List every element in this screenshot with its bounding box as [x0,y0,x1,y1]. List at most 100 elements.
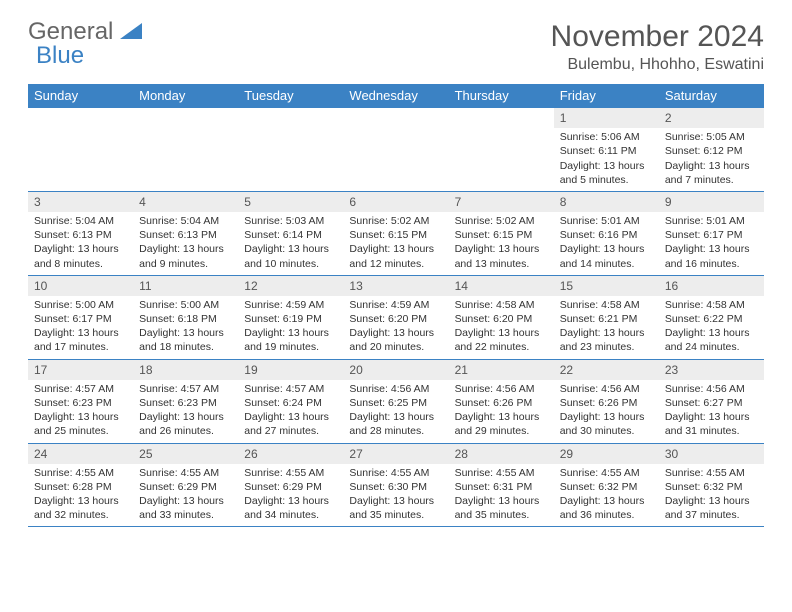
daylight-line: Daylight: 13 hours and 27 minutes. [244,410,337,438]
day-cell: 12Sunrise: 4:59 AMSunset: 6:19 PMDayligh… [238,276,343,359]
day-cell: 27Sunrise: 4:55 AMSunset: 6:30 PMDayligh… [343,444,448,527]
sunrise-line: Sunrise: 5:03 AM [244,214,337,228]
sunset-line: Sunset: 6:17 PM [665,228,758,242]
day-details: Sunrise: 4:58 AMSunset: 6:21 PMDaylight:… [554,296,659,359]
sunset-line: Sunset: 6:15 PM [455,228,548,242]
week-row: 1Sunrise: 5:06 AMSunset: 6:11 PMDaylight… [28,107,764,192]
day-cell: 1Sunrise: 5:06 AMSunset: 6:11 PMDaylight… [554,108,659,191]
sunrise-line: Sunrise: 4:57 AM [34,382,127,396]
day-details: Sunrise: 4:59 AMSunset: 6:19 PMDaylight:… [238,296,343,359]
day-details: Sunrise: 5:00 AMSunset: 6:18 PMDaylight:… [133,296,238,359]
date-number: 11 [133,276,238,296]
day-cell: 29Sunrise: 4:55 AMSunset: 6:32 PMDayligh… [554,444,659,527]
sunrise-line: Sunrise: 5:02 AM [455,214,548,228]
date-number: 21 [449,360,554,380]
date-number: 28 [449,444,554,464]
day-details: Sunrise: 4:56 AMSunset: 6:26 PMDaylight:… [554,380,659,443]
date-number: 16 [659,276,764,296]
daylight-line: Daylight: 13 hours and 13 minutes. [455,242,548,270]
week-row: 17Sunrise: 4:57 AMSunset: 6:23 PMDayligh… [28,360,764,444]
day-cell: 9 Sunrise: 5:01 AMSunset: 6:17 PMDaylight… [659,192,764,275]
empty-cell [449,108,554,191]
sunrise-line: Sunrise: 5:01 AM [665,214,758,228]
date-number: 7 [449,192,554,212]
sunset-line: Sunset: 6:15 PM [349,228,442,242]
day-details: Sunrise: 4:55 AMSunset: 6:30 PMDaylight:… [343,464,448,527]
sunset-line: Sunset: 6:17 PM [34,312,127,326]
sunset-line: Sunset: 6:28 PM [34,480,127,494]
day-cell: 21Sunrise: 4:56 AMSunset: 6:26 PMDayligh… [449,360,554,443]
day-details: Sunrise: 4:56 AMSunset: 6:25 PMDaylight:… [343,380,448,443]
week-row: 10Sunrise: 5:00 AMSunset: 6:17 PMDayligh… [28,276,764,360]
daylight-line: Daylight: 13 hours and 20 minutes. [349,326,442,354]
sunset-line: Sunset: 6:11 PM [560,144,653,158]
day-cell: 13Sunrise: 4:59 AMSunset: 6:20 PMDayligh… [343,276,448,359]
date-number: 19 [238,360,343,380]
day-details: Sunrise: 5:05 AMSunset: 6:12 PMDaylight:… [659,128,764,191]
date-number: 29 [554,444,659,464]
day-details: Sunrise: 4:55 AMSunset: 6:29 PMDaylight:… [238,464,343,527]
day-details: Sunrise: 5:02 AMSunset: 6:15 PMDaylight:… [343,212,448,275]
day-details: Sunrise: 5:02 AMSunset: 6:15 PMDaylight:… [449,212,554,275]
day-details: Sunrise: 4:57 AMSunset: 6:23 PMDaylight:… [133,380,238,443]
empty-cell [133,108,238,191]
day-details: Sunrise: 4:58 AMSunset: 6:22 PMDaylight:… [659,296,764,359]
daylight-line: Daylight: 13 hours and 12 minutes. [349,242,442,270]
date-number: 23 [659,360,764,380]
logo-text-blue: Blue [36,42,84,69]
sunrise-line: Sunrise: 4:58 AM [665,298,758,312]
date-number: 24 [28,444,133,464]
day-cell: 24Sunrise: 4:55 AMSunset: 6:28 PMDayligh… [28,444,133,527]
header: General Blue November 2024 Bulembu, Hhoh… [28,20,764,74]
day-header: Wednesday [343,84,448,107]
day-cell: 10Sunrise: 5:00 AMSunset: 6:17 PMDayligh… [28,276,133,359]
day-cell: 6Sunrise: 5:02 AMSunset: 6:15 PMDaylight… [343,192,448,275]
calendar-weeks: 1Sunrise: 5:06 AMSunset: 6:11 PMDaylight… [28,107,764,527]
week-row: 3Sunrise: 5:04 AMSunset: 6:13 PMDaylight… [28,192,764,276]
daylight-line: Daylight: 13 hours and 22 minutes. [455,326,548,354]
day-cell: 16Sunrise: 4:58 AMSunset: 6:22 PMDayligh… [659,276,764,359]
date-number: 2 [659,108,764,128]
date-number: 20 [343,360,448,380]
day-details: Sunrise: 4:59 AMSunset: 6:20 PMDaylight:… [343,296,448,359]
day-cell: 20Sunrise: 4:56 AMSunset: 6:25 PMDayligh… [343,360,448,443]
day-details: Sunrise: 5:00 AMSunset: 6:17 PMDaylight:… [28,296,133,359]
date-number: 9 [659,192,764,212]
sunset-line: Sunset: 6:29 PM [139,480,232,494]
daylight-line: Daylight: 13 hours and 23 minutes. [560,326,653,354]
sunrise-line: Sunrise: 5:05 AM [665,130,758,144]
day-details: Sunrise: 4:57 AMSunset: 6:23 PMDaylight:… [28,380,133,443]
daylight-line: Daylight: 13 hours and 16 minutes. [665,242,758,270]
day-cell: 30Sunrise: 4:55 AMSunset: 6:32 PMDayligh… [659,444,764,527]
day-details: Sunrise: 4:56 AMSunset: 6:26 PMDaylight:… [449,380,554,443]
sunrise-line: Sunrise: 4:59 AM [349,298,442,312]
sunrise-line: Sunrise: 4:55 AM [139,466,232,480]
sunset-line: Sunset: 6:31 PM [455,480,548,494]
date-number: 6 [343,192,448,212]
day-details: Sunrise: 4:55 AMSunset: 6:31 PMDaylight:… [449,464,554,527]
day-cell: 3Sunrise: 5:04 AMSunset: 6:13 PMDaylight… [28,192,133,275]
daylight-line: Daylight: 13 hours and 14 minutes. [560,242,653,270]
sunset-line: Sunset: 6:12 PM [665,144,758,158]
date-number: 3 [28,192,133,212]
sunset-line: Sunset: 6:30 PM [349,480,442,494]
date-number: 18 [133,360,238,380]
title-block: November 2024 Bulembu, Hhohho, Eswatini [551,20,764,74]
sunset-line: Sunset: 6:21 PM [560,312,653,326]
sunset-line: Sunset: 6:24 PM [244,396,337,410]
sunrise-line: Sunrise: 5:02 AM [349,214,442,228]
empty-cell [238,108,343,191]
daylight-line: Daylight: 13 hours and 34 minutes. [244,494,337,522]
daylight-line: Daylight: 13 hours and 25 minutes. [34,410,127,438]
day-cell: 7Sunrise: 5:02 AMSunset: 6:15 PMDaylight… [449,192,554,275]
sunrise-line: Sunrise: 4:55 AM [349,466,442,480]
sunrise-line: Sunrise: 5:04 AM [139,214,232,228]
day-cell: 2Sunrise: 5:05 AMSunset: 6:12 PMDaylight… [659,108,764,191]
week-row: 24 Sunrise: 4:55 AM Sunset: 6:28 PM Dayligh… [28,444,764,528]
date-number: 14 [449,276,554,296]
daylight-line: Daylight: 13 hours and 33 minutes. [139,494,232,522]
month-title: November 2024 [551,20,764,54]
sunrise-line: Sunrise: 4:59 AM [244,298,337,312]
logo: General Blue [28,20,142,68]
day-header: Sunday [28,84,133,107]
